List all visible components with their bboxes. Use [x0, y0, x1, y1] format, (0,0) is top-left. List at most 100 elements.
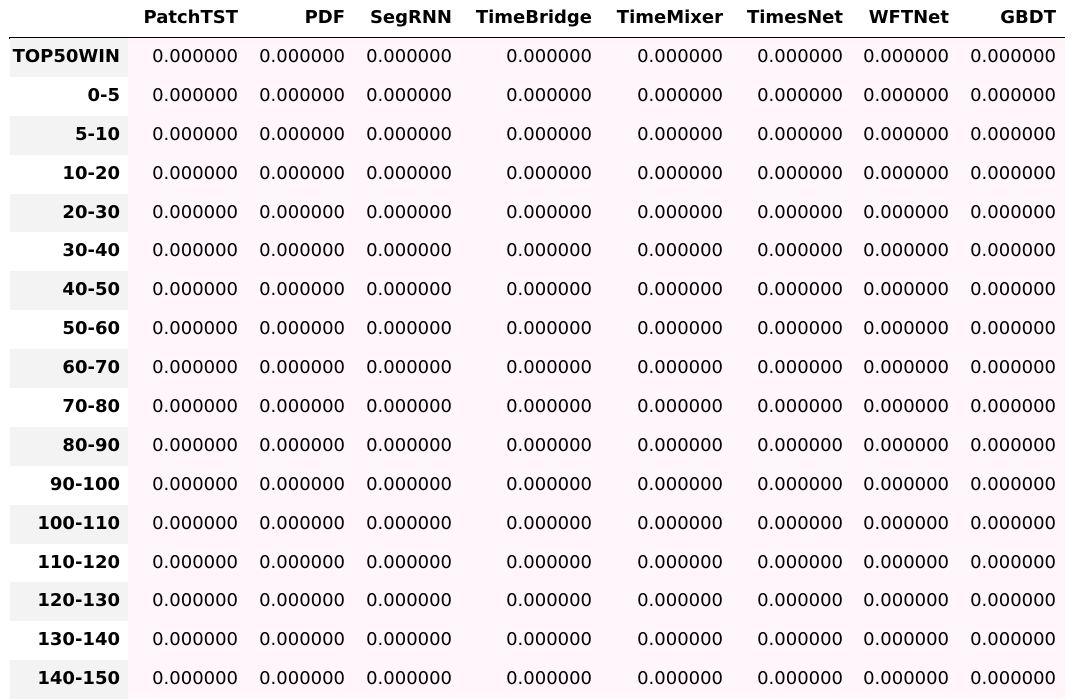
table-cell: 0.000000	[366, 46, 452, 67]
column-header-timesnet: TimesNet	[746, 7, 843, 28]
table-cell: 0.000000	[259, 590, 345, 612]
table-cell: 0.000000	[637, 396, 723, 418]
table-cell: 0.000000	[757, 512, 843, 534]
table-cell: 0.000000	[506, 123, 592, 145]
table-cell: 0.000000	[259, 318, 345, 340]
table-cell: 0.000000	[506, 396, 592, 418]
table-cell: 0.000000	[152, 162, 238, 184]
column-header-patchtst: PatchTST	[143, 7, 238, 28]
table-cell: 0.000000	[152, 473, 238, 495]
row-values: 0.000000 0.000000 0.000000 0.000000 0.000000…	[128, 76, 1065, 116]
row-values: 0.000000 0.000000 0.000000 0.000000 0.000000…	[128, 504, 1065, 544]
table-cell: 0.000000	[366, 279, 452, 301]
table-cell: 0.000000	[637, 473, 723, 495]
table-cell: 0.000000	[506, 551, 592, 573]
table-row: TOP50WIN 0.000000 0.000000 0.000000 0.000000…	[0, 38, 1073, 77]
table-cell: 0.000000	[757, 668, 843, 690]
table-cell: 0.000000	[970, 318, 1056, 340]
table-cell: 0.000000	[863, 434, 949, 456]
table-cell: 0.000000	[637, 201, 723, 223]
table-cell: 0.000000	[506, 84, 592, 106]
table-cell: 0.000000	[506, 279, 592, 301]
table-cell: 0.000000	[863, 201, 949, 223]
table-cell: 0.000000	[506, 201, 592, 223]
table-cell: 0.000000	[970, 162, 1056, 184]
table-row: 120-130 0.000000 0.000000 0.000000 0.000000 0…	[0, 582, 1073, 622]
table-cell: 0.000000	[366, 668, 452, 690]
table-cell: 0.000000	[863, 629, 949, 651]
table-cell: 0.000000	[637, 629, 723, 651]
column-header-gbdt: GBDT	[1000, 7, 1056, 28]
row-index-label: 40-50	[10, 271, 128, 311]
table-cell: 0.000000	[259, 512, 345, 534]
table-cell: 0.000000	[366, 512, 452, 534]
row-index-label: 80-90	[10, 426, 128, 466]
table-cell: 0.000000	[863, 162, 949, 184]
table-cell: 0.000000	[506, 512, 592, 534]
table-cell: 0.000000	[259, 201, 345, 223]
table-cell: 0.000000	[757, 629, 843, 651]
table-cell: 0.000000	[506, 434, 592, 456]
table-cell: 0.000000	[970, 357, 1056, 379]
table-cell: 0.000000	[366, 396, 452, 418]
table-cell: 0.000000	[637, 318, 723, 340]
table-cell: 0.000000	[637, 279, 723, 301]
table-cell: 0.000000	[863, 512, 949, 534]
row-index-label: 30-40	[62, 240, 120, 262]
table-row: 30-40 0.000000 0.000000 0.000000 0.000000 0.0…	[0, 232, 1073, 272]
table-cell: 0.000000	[637, 590, 723, 612]
table-row: 90-100 0.000000 0.000000 0.000000 0.000000 0.…	[0, 465, 1073, 505]
table-cell: 0.000000	[366, 240, 452, 262]
table-cell: 0.000000	[152, 434, 238, 456]
table-cell: 0.000000	[757, 84, 843, 106]
table-cell: 0.000000	[259, 629, 345, 651]
table-cell: 0.000000	[366, 201, 452, 223]
table-row: 110-120 0.000000 0.000000 0.000000 0.000000 0…	[0, 543, 1073, 583]
row-index-label: 140-150	[10, 660, 128, 700]
row-values: 0.000000 0.000000 0.000000 0.000000 0.000000…	[128, 38, 1065, 77]
table-cell: 0.000000	[259, 279, 345, 301]
table-cell: 0.000000	[863, 551, 949, 573]
table-cell: 0.000000	[757, 201, 843, 223]
table-cell: 0.000000	[506, 473, 592, 495]
table-cell: 0.000000	[970, 434, 1056, 456]
row-values: 0.000000 0.000000 0.000000 0.000000 0.000000…	[128, 154, 1065, 194]
table-cell: 0.000000	[970, 590, 1056, 612]
table-cell: 0.000000	[863, 357, 949, 379]
table-row: 0-5 0.000000 0.000000 0.000000 0.000000 0.000…	[0, 76, 1073, 116]
table-cell: 0.000000	[757, 240, 843, 262]
row-values: 0.000000 0.000000 0.000000 0.000000 0.000000…	[128, 115, 1065, 155]
table-cell: 0.000000	[757, 473, 843, 495]
table-cell: 0.000000	[970, 123, 1056, 145]
row-values: 0.000000 0.000000 0.000000 0.000000 0.000000…	[128, 465, 1065, 505]
table-cell: 0.000000	[152, 84, 238, 106]
table-cell: 0.000000	[637, 434, 723, 456]
row-index-label: 0-5	[87, 84, 120, 106]
table-cell: 0.000000	[366, 629, 452, 651]
table-cell: 0.000000	[259, 668, 345, 690]
table-cell: 0.000000	[259, 396, 345, 418]
row-values: 0.000000 0.000000 0.000000 0.000000 0.000000…	[128, 388, 1065, 427]
table-cell: 0.000000	[757, 590, 843, 612]
row-values: 0.000000 0.000000 0.000000 0.000000 0.000000…	[128, 621, 1065, 661]
table-cell: 0.000000	[259, 473, 345, 495]
table-cell: 0.000000	[152, 123, 238, 145]
row-values: 0.000000 0.000000 0.000000 0.000000 0.000000…	[128, 193, 1065, 233]
table-cell: 0.000000	[506, 46, 592, 67]
row-values: 0.000000 0.000000 0.000000 0.000000 0.000000…	[128, 426, 1065, 466]
row-values: 0.000000 0.000000 0.000000 0.000000 0.000000…	[128, 543, 1065, 583]
table-cell: 0.000000	[259, 123, 345, 145]
table-cell: 0.000000	[757, 357, 843, 379]
table-row: 140-150 0.000000 0.000000 0.000000 0.000000 0…	[0, 660, 1073, 700]
table-cell: 0.000000	[366, 318, 452, 340]
table-cell: 0.000000	[259, 240, 345, 262]
row-index-label: 90-100	[49, 473, 120, 495]
row-values: 0.000000 0.000000 0.000000 0.000000 0.000000…	[128, 310, 1065, 350]
table-row: 40-50 0.000000 0.000000 0.000000 0.000000 0.0…	[0, 271, 1073, 311]
table-cell: 0.000000	[366, 123, 452, 145]
table-cell: 0.000000	[152, 46, 238, 67]
table-cell: 0.000000	[637, 357, 723, 379]
table-row: 70-80 0.000000 0.000000 0.000000 0.000000 0.0…	[0, 388, 1073, 427]
column-header-segrnn: SegRNN	[369, 7, 452, 28]
table-cell: 0.000000	[970, 279, 1056, 301]
